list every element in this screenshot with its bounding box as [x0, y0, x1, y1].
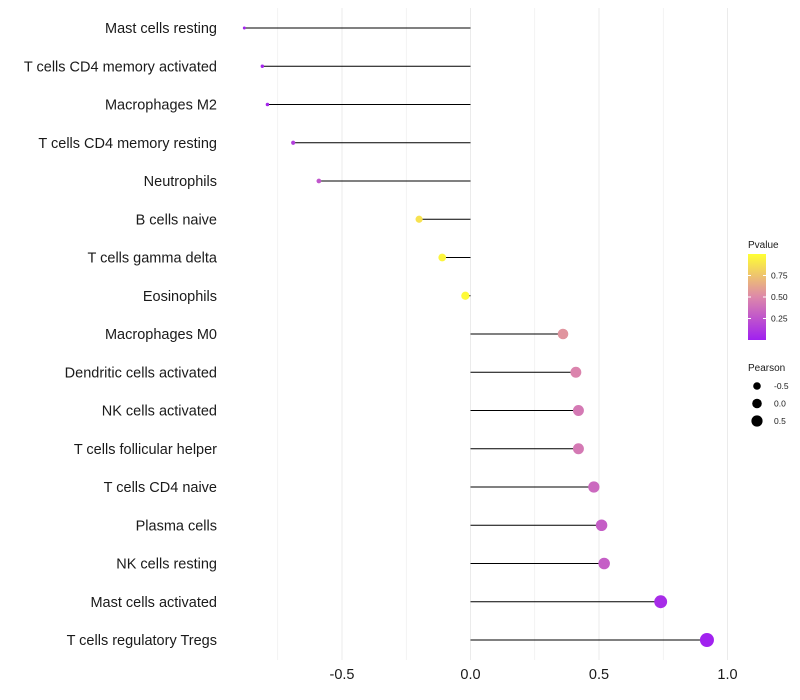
lollipop-points: [242, 26, 714, 647]
x-tick-label: -0.5: [330, 667, 355, 683]
category-labels: Mast cells resting T cells CD4 memory act…: [24, 21, 218, 649]
size-legend-dot: [752, 398, 762, 409]
category-label: T cells CD4 memory resting: [38, 136, 217, 152]
lollipop-point: [291, 140, 296, 145]
category-label: T cells CD4 naive: [104, 480, 217, 496]
size-legend-dot: [751, 415, 763, 427]
lollipop-point: [699, 633, 714, 647]
category-label: T cells regulatory Tregs: [67, 633, 217, 649]
size-legend-label: -0.5: [774, 381, 789, 391]
x-tick-label: 1.0: [717, 667, 737, 683]
x-tick-label: 0.0: [460, 667, 480, 683]
lollipop-point: [438, 253, 447, 262]
x-axis-ticks: -0.5 0.0 0.5 1.0: [330, 667, 738, 683]
legend-pvalue-ticks: 0.25 0.50 0.75: [748, 271, 788, 324]
lollipop-point: [654, 595, 668, 609]
lollipop-point: [415, 215, 423, 223]
category-label: Eosinophils: [143, 289, 217, 305]
lollipop-point: [595, 519, 608, 531]
lollipop-point: [588, 481, 600, 493]
legend-pearson-sizes: -0.5 0.0 0.5: [751, 381, 789, 427]
colorbar-tick-label: 0.50: [771, 292, 788, 302]
category-label: T cells gamma delta: [88, 251, 218, 267]
category-label: Mast cells activated: [90, 595, 217, 611]
lollipop-point: [572, 443, 584, 455]
grid-lines: [277, 8, 728, 660]
lollipop-point: [316, 178, 322, 184]
lollipop-point: [242, 26, 246, 30]
legend: Pvalue 0.25 0.50 0.75 Pearson -0.5 0.0 0.5: [748, 240, 789, 427]
lollipop-point: [260, 64, 265, 68]
lollipop-point: [572, 405, 584, 416]
category-label: Macrophages M0: [105, 327, 217, 343]
category-label: Plasma cells: [136, 518, 217, 534]
category-label: Neutrophils: [144, 174, 217, 190]
category-label: Dendritic cells activated: [65, 365, 217, 381]
lollipop-point: [557, 328, 569, 340]
lollipop-point: [598, 557, 610, 570]
x-tick-label: 0.5: [589, 667, 609, 683]
size-legend-label: 0.5: [774, 416, 786, 426]
lollipop-point: [570, 366, 582, 378]
lollipop-stems: [244, 27, 707, 641]
lollipop-point: [265, 102, 270, 107]
category-label: NK cells resting: [116, 557, 217, 573]
colorbar-tick-label: 0.75: [771, 271, 788, 281]
category-label: Macrophages M2: [105, 98, 217, 114]
category-label: B cells naive: [136, 212, 217, 228]
colorbar-tick-label: 0.25: [771, 314, 788, 324]
lollipop-point: [461, 291, 470, 300]
size-legend-dot: [753, 382, 761, 390]
category-label: T cells CD4 memory activated: [24, 59, 217, 75]
legend-pvalue-colorbar: [748, 254, 766, 340]
category-label: Mast cells resting: [105, 21, 217, 37]
legend-pvalue-title: Pvalue: [748, 240, 779, 251]
category-label: T cells follicular helper: [74, 442, 217, 458]
size-legend-label: 0.0: [774, 399, 786, 409]
category-label: NK cells activated: [102, 404, 217, 420]
legend-pearson-title: Pearson: [748, 363, 785, 374]
